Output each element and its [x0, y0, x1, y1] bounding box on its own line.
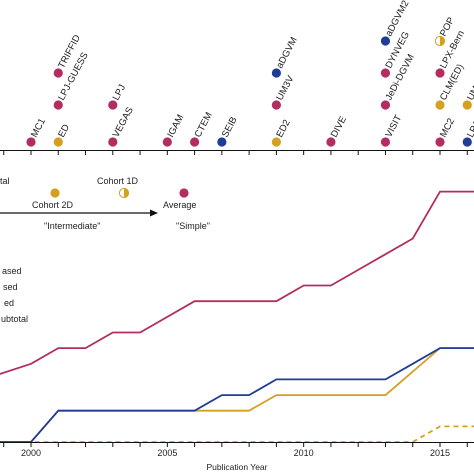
cohort-key: tal Cohort 2D Cohort 1D Average "Interme…	[0, 176, 210, 231]
timeline-model-label: aDGVM	[274, 35, 300, 70]
timeline-model-label: UM3-FS	[465, 66, 474, 102]
cohort-key-cohort1d-label: Cohort 1D	[97, 176, 139, 186]
timeline-model-label: DIVE	[329, 115, 349, 140]
cohort-key-marker	[179, 188, 189, 198]
cohort-key-marker	[50, 188, 60, 198]
series-line-average	[0, 190, 474, 375]
timeline-model-label: VEGAS	[111, 105, 136, 139]
simple-label: "Simple"	[176, 221, 210, 231]
timeline-marker	[380, 36, 391, 46]
timeline-marker	[326, 137, 336, 147]
timeline-marker	[190, 137, 200, 147]
series-line-individual-based	[0, 347, 474, 443]
cohort-key-marker	[118, 187, 130, 199]
timeline-marker	[434, 35, 446, 47]
x-tick-label: 2005	[157, 448, 177, 458]
timeline-marker	[435, 100, 445, 110]
timeline-model-label: IGAM	[165, 113, 186, 140]
line-legend: ased sed ed ubtotal	[1, 266, 28, 324]
timeline-model-label: LPJmL	[465, 108, 474, 139]
timeline-ticks	[3, 150, 468, 155]
timeline-marker	[462, 137, 472, 147]
timeline-model-label: MC1	[29, 117, 48, 140]
legend-entry-average: ed	[4, 298, 14, 308]
timeline-model-label: ED2	[274, 118, 292, 139]
x-axis-label: Publication Year	[207, 462, 268, 472]
legend-entry-individual: ased	[2, 266, 22, 276]
intermediate-label: "Intermediate"	[44, 221, 100, 231]
cohort-key-cohort2d-label: Cohort 2D	[32, 200, 74, 210]
timeline-marker	[108, 137, 118, 147]
timeline-marker	[217, 137, 227, 147]
cohort-key-average-label: Average	[163, 200, 196, 210]
legend-entry-cohort: sed	[3, 282, 18, 292]
timeline-model-label: MC2	[438, 117, 457, 140]
timeline-marker	[271, 100, 281, 110]
timeline-model-label: CTEM	[193, 110, 215, 139]
timeline-marker	[271, 137, 281, 147]
timeline-marker	[435, 137, 445, 147]
timeline-marker	[462, 100, 472, 110]
timeline-marker	[53, 137, 63, 147]
timeline-marker	[53, 100, 63, 110]
series-line-cohort-1d-subtotal	[0, 425, 474, 443]
x-tick-label: 2000	[21, 448, 41, 458]
legend-entry-cohort1d-subtotal: ubtotal	[1, 314, 28, 324]
timeline-marker	[26, 137, 36, 147]
timeline-marker	[380, 137, 391, 147]
cumulative-line-chart: 2000 2005 2010 2015 Publication Year	[0, 190, 474, 472]
timeline-model-label: LPJ	[111, 83, 129, 103]
timeline-marker	[53, 68, 63, 78]
timeline-markers: GVMCASAMC1EDLPJ-GUESSTRIFFIDVEGASLPJIGAM…	[26, 0, 474, 147]
timeline-marker	[108, 100, 118, 110]
timeline-marker	[380, 100, 391, 110]
complexity-arrow-head	[150, 209, 158, 217]
timeline-marker	[380, 68, 391, 78]
x-ticks: 2000 2005 2010 2015	[3, 442, 468, 458]
timeline-model-label: ED	[56, 122, 72, 139]
cohort-key-total-label: tal	[0, 176, 10, 186]
timeline-marker	[435, 68, 445, 78]
timeline-marker	[271, 68, 281, 78]
x-tick-label: 2010	[294, 448, 314, 458]
timeline-model-label: VISIT	[383, 113, 404, 139]
cohort-key-markers	[50, 187, 189, 199]
timeline-marker	[162, 137, 172, 147]
x-tick-label: 2015	[430, 448, 450, 458]
timeline-model-label: SEIB	[220, 115, 240, 139]
timeline-model-label: UM3V	[274, 73, 296, 102]
timeline-panel: GVMCASAMC1EDLPJ-GUESSTRIFFIDVEGASLPJIGAM…	[0, 0, 474, 155]
